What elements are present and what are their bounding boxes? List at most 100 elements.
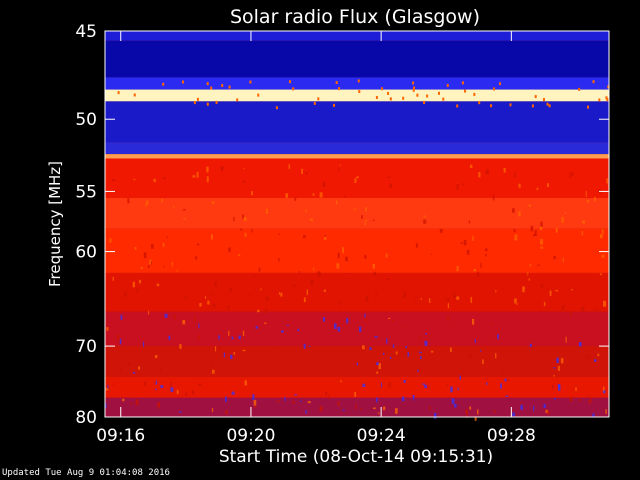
heatmap-streak <box>228 85 231 89</box>
heatmap-streak <box>446 315 450 321</box>
heatmap-streak <box>140 267 143 270</box>
heatmap-streak <box>456 184 459 190</box>
heatmap-streak <box>451 398 455 404</box>
heatmap-streak <box>337 252 340 259</box>
heatmap-streak <box>392 344 395 348</box>
heatmap-streak <box>596 287 600 289</box>
heatmap-streak <box>447 303 450 309</box>
heatmap-streak <box>505 379 509 382</box>
heatmap-streak <box>364 222 367 226</box>
heatmap-streak <box>275 106 278 110</box>
heatmap-streak <box>434 413 437 419</box>
heatmap-streak <box>523 287 525 289</box>
heatmap-streak <box>109 238 112 243</box>
heatmap-streak <box>403 348 406 354</box>
heatmap-streak <box>181 80 184 84</box>
heatmap-streak <box>554 397 556 400</box>
heatmap-streak <box>420 355 422 360</box>
heatmap-streak <box>244 380 247 386</box>
heatmap-streak <box>364 313 366 318</box>
heatmap-streak <box>156 283 160 287</box>
heatmap-streak <box>402 353 404 355</box>
heatmap-streak <box>303 343 306 349</box>
heatmap-streak <box>597 353 600 357</box>
heatmap-streak <box>540 226 543 230</box>
heatmap-streak <box>179 411 182 413</box>
heatmap-streak <box>242 180 245 183</box>
heatmap-streak <box>476 409 479 415</box>
heatmap-band <box>105 397 609 417</box>
heatmap-streak <box>553 354 556 360</box>
heatmap-streak <box>197 335 200 341</box>
heatmap-streak <box>603 390 606 394</box>
heatmap-streak <box>528 278 530 281</box>
heatmap-streak <box>242 349 246 352</box>
heatmap-streak <box>278 233 280 235</box>
heatmap-streak <box>456 296 460 300</box>
heatmap-streak <box>354 207 356 211</box>
heatmap-streak <box>310 279 314 286</box>
heatmap-streak <box>231 336 234 340</box>
heatmap-area <box>105 31 610 421</box>
x-axis: 09:16 09:20 09:24 09:28 <box>96 31 536 446</box>
heatmap-streak <box>164 313 168 318</box>
heatmap-streak <box>546 183 549 187</box>
heatmap-streak <box>168 335 171 340</box>
heatmap-streak <box>206 102 209 106</box>
heatmap-streak <box>527 273 530 276</box>
heatmap-streak <box>354 178 357 183</box>
heatmap-streak <box>534 95 537 99</box>
heatmap-streak <box>260 288 262 291</box>
heatmap-streak <box>446 83 449 87</box>
heatmap-streak <box>342 409 345 411</box>
y-axis-label: Frequency [MHz] <box>46 161 64 287</box>
heatmap-streak <box>473 268 476 272</box>
y-axis: 45 50 55 60 70 80 <box>75 22 609 428</box>
heatmap-streak <box>553 255 556 260</box>
heatmap-band <box>105 272 609 312</box>
heatmap-streak <box>402 96 405 100</box>
heatmap-streak <box>105 403 107 409</box>
heatmap-streak <box>171 262 173 267</box>
heatmap-streak <box>195 256 198 260</box>
heatmap-streak <box>129 402 133 405</box>
heatmap-streak <box>520 404 523 410</box>
heatmap-streak <box>419 368 423 371</box>
heatmap-streak <box>407 352 410 357</box>
heatmap-streak <box>561 217 564 223</box>
heatmap-streak <box>324 237 327 241</box>
heatmap-streak <box>378 363 381 370</box>
heatmap-streak <box>278 292 281 295</box>
heatmap-streak <box>255 326 259 329</box>
heatmap-streak <box>337 326 341 332</box>
heatmap-streak <box>387 176 391 178</box>
x-axis-label: Start Time (08-Oct-14 09:15:31) <box>219 447 493 467</box>
heatmap-streak <box>119 368 122 373</box>
heatmap-streak <box>192 175 196 178</box>
heatmap-streak <box>492 87 495 91</box>
heatmap-streak <box>480 350 482 352</box>
heatmap-streak <box>333 323 337 329</box>
heatmap-streak <box>140 360 142 363</box>
y-tick-label: 45 <box>75 22 97 42</box>
heatmap-streak <box>375 96 378 100</box>
heatmap-streak <box>319 192 323 198</box>
heatmap-streak <box>143 381 147 386</box>
heatmap-streak <box>381 87 384 91</box>
heatmap-streak <box>446 383 448 387</box>
heatmap-streak <box>119 338 122 345</box>
plot-frame <box>104 30 610 418</box>
heatmap-streak <box>211 408 214 413</box>
heatmap-streak <box>461 81 464 85</box>
heatmap-streak <box>173 206 175 209</box>
heatmap-streak <box>413 395 415 401</box>
heatmap-streak <box>593 196 596 202</box>
heatmap-streak <box>389 356 392 359</box>
heatmap-streak <box>555 227 558 233</box>
heatmap-streak <box>456 104 459 108</box>
heatmap-streak <box>215 346 217 352</box>
heatmap-streak <box>519 402 523 404</box>
heatmap-streak <box>225 410 228 415</box>
heatmap-streak <box>249 294 252 297</box>
heatmap-streak <box>298 271 301 273</box>
